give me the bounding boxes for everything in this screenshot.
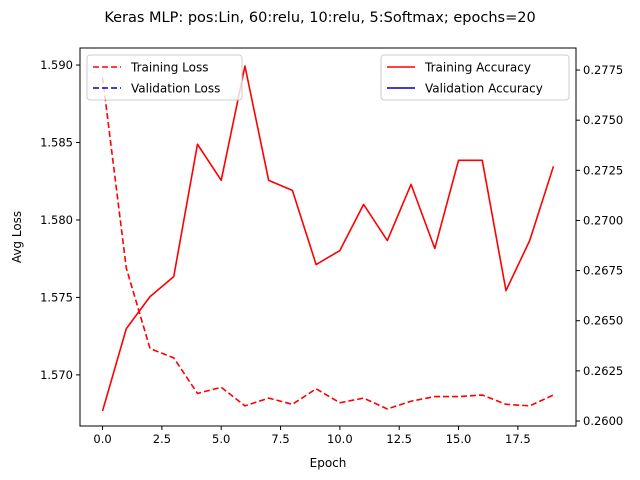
right-y-tick-label: 0.2700 (583, 213, 623, 227)
x-tick-label: 15.0 (446, 432, 472, 446)
legend-accuracy-label-1: Validation Accuracy (425, 82, 543, 96)
legend-accuracy-box (380, 54, 570, 101)
right-y-tick-label: 0.2775 (583, 63, 623, 77)
right-y-tick-label: 0.2600 (583, 414, 623, 428)
x-axis-label: Epoch (310, 456, 347, 470)
training-accuracy-line (101, 65, 555, 412)
legend-accuracy-label-0: Training Accuracy (424, 61, 531, 75)
left-y-tick-label: 1.570 (40, 368, 73, 382)
right-y-tick-label: 0.2675 (583, 264, 623, 278)
legend-accuracy: Training Accuracy Validation Accuracy (380, 54, 570, 101)
x-tick-label: 17.5 (505, 432, 531, 446)
training-loss-line (101, 77, 554, 410)
x-tick-label: 7.5 (271, 432, 289, 446)
x-tick-label: 0.0 (93, 432, 111, 446)
x-axis: 0.0 2.5 5.0 7.5 10.0 12.5 15.0 17.5 (93, 426, 531, 446)
right-y-tick-label: 0.2625 (583, 364, 623, 378)
right-y-tick-label: 0.2750 (583, 113, 623, 127)
right-y-tick-label: 0.2650 (583, 314, 623, 328)
left-y-axis-label: Avg Loss (10, 211, 24, 263)
left-y-axis: 1.570 1.575 1.580 1.585 1.590 (40, 58, 80, 382)
legend-loss-label-0: Training Loss (130, 61, 208, 75)
legend-loss: Training Loss Validation Loss (86, 54, 243, 101)
left-y-tick-label: 1.590 (40, 58, 73, 72)
chart-title: Keras MLP: pos:Lin, 60:relu, 10:relu, 5:… (104, 10, 535, 26)
x-tick-label: 2.5 (153, 432, 171, 446)
left-y-tick-label: 1.585 (40, 136, 73, 150)
left-y-tick-label: 1.575 (40, 290, 73, 304)
plot-area-frame (79, 47, 577, 427)
legend-loss-label-1: Validation Loss (131, 82, 220, 96)
x-tick-label: 10.0 (327, 432, 353, 446)
right-y-axis: 0.2600 0.2625 0.2650 0.2675 0.2700 0.2725 0.27… (576, 63, 623, 428)
legend-loss-box (86, 54, 243, 101)
series-layer (101, 65, 555, 412)
left-y-tick-label: 1.580 (40, 213, 73, 227)
x-tick-label: 12.5 (386, 432, 412, 446)
x-tick-label: 5.0 (212, 432, 230, 446)
right-y-tick-label: 0.2725 (583, 163, 623, 177)
